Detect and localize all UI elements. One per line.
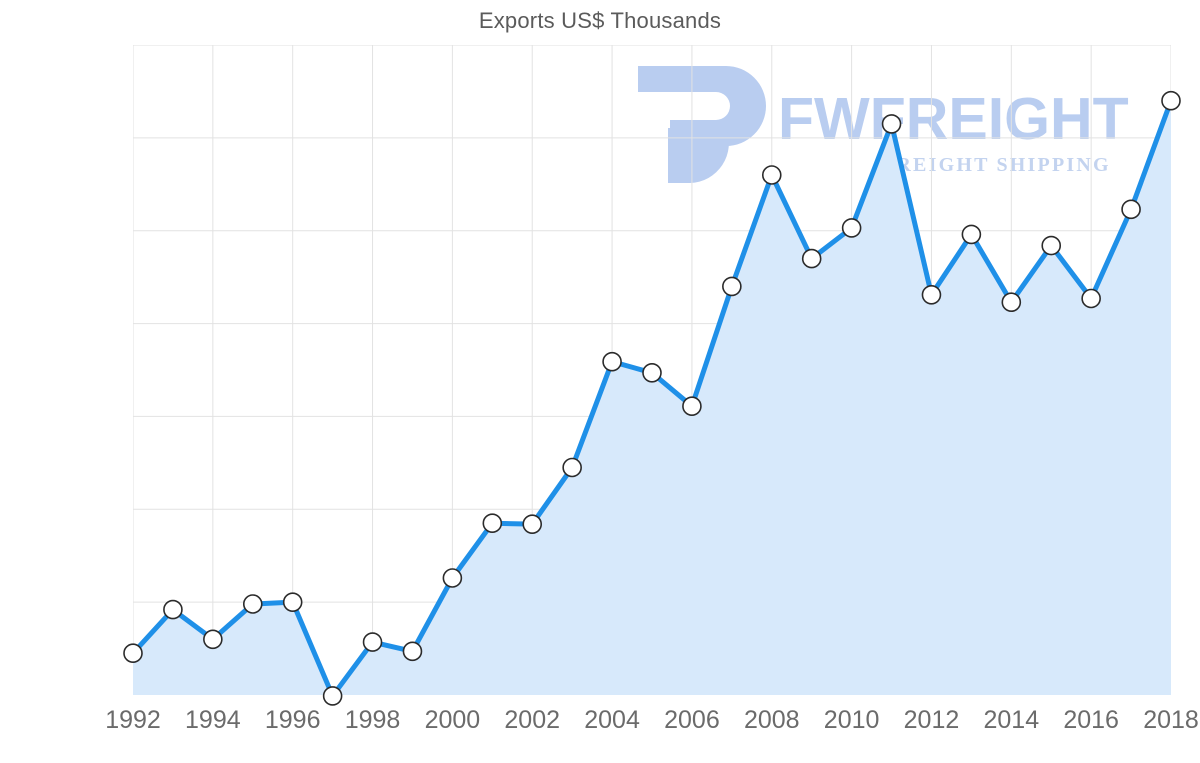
x-axis-tick-label: 2008 (743, 706, 800, 734)
x-axis-tick-label: 2004 (584, 706, 640, 734)
data-point-marker[interactable] (642, 362, 662, 383)
data-point-marker[interactable] (761, 165, 782, 185)
x-axis-tick-label: 2012 (903, 706, 960, 734)
x-axis-tick-label: 2002 (504, 706, 561, 734)
x-axis-tick-label: 1994 (185, 706, 241, 734)
data-point-marker[interactable] (203, 629, 223, 650)
data-point-markers (123, 90, 1181, 706)
x-axis-tick-label: 2016 (1063, 706, 1119, 734)
data-point-marker[interactable] (921, 284, 942, 305)
data-point-marker[interactable] (1001, 292, 1022, 313)
data-point-marker[interactable] (282, 592, 303, 612)
data-point-marker[interactable] (602, 351, 622, 372)
data-point-marker[interactable] (562, 457, 582, 478)
data-point-marker[interactable] (682, 396, 702, 417)
x-axis-tick-label: 2010 (823, 706, 880, 734)
series-area-fill (133, 100, 1171, 695)
data-point-marker[interactable] (801, 248, 822, 269)
data-point-marker[interactable] (1081, 288, 1101, 309)
x-axis-tick-label: 2000 (424, 706, 481, 734)
data-point-marker[interactable] (1041, 235, 1062, 256)
data-point-marker[interactable] (1161, 90, 1181, 111)
data-point-marker[interactable] (442, 568, 463, 588)
data-point-marker[interactable] (242, 594, 263, 614)
data-point-marker[interactable] (1121, 199, 1141, 220)
data-point-marker[interactable] (322, 686, 343, 706)
data-point-marker[interactable] (123, 643, 143, 664)
data-point-marker[interactable] (402, 641, 423, 662)
x-axis-tick-label: 2006 (664, 706, 720, 734)
x-axis-tick-label: 2014 (983, 706, 1040, 734)
data-point-marker[interactable] (881, 114, 902, 134)
data-point-marker[interactable] (841, 218, 862, 238)
data-point-marker[interactable] (722, 276, 742, 297)
x-axis-tick-label: 1992 (105, 706, 161, 734)
x-axis-tick-label: 1996 (264, 706, 321, 734)
data-point-marker[interactable] (362, 632, 383, 652)
data-point-marker[interactable] (961, 224, 982, 245)
data-point-marker[interactable] (522, 514, 543, 534)
data-point-marker[interactable] (482, 513, 503, 534)
chart-title: Exports US$ Thousands (478, 8, 722, 33)
x-axis-tick-label: 2018 (1143, 706, 1199, 734)
data-point-marker[interactable] (163, 599, 183, 620)
x-axis-tick-label: 1998 (344, 706, 401, 734)
